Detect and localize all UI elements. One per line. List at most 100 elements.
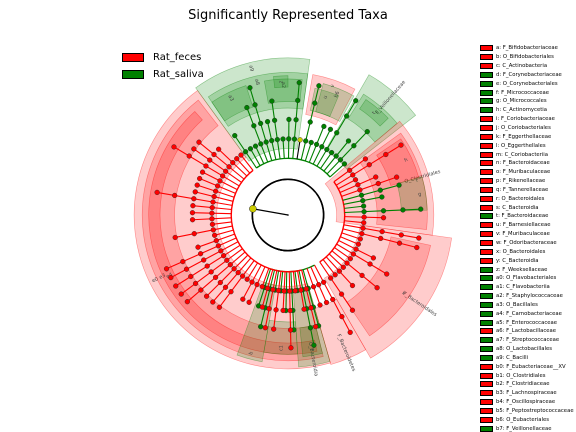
tree-node (228, 289, 234, 295)
tree-node (180, 258, 186, 265)
tree-node (357, 236, 363, 242)
tree-branch (255, 145, 265, 164)
tree-branch (271, 101, 281, 159)
tree-node (329, 149, 335, 156)
center-dot (287, 214, 289, 216)
root-node (249, 205, 257, 213)
tree-node (209, 221, 216, 227)
tree-node (287, 307, 293, 314)
tree-node (209, 216, 215, 222)
tree-node (396, 182, 402, 188)
taxon-key-swatch (480, 231, 493, 238)
taxon-key-b3: b3: F_Lachnospiraceae (480, 389, 576, 398)
clade-sector-a3 (211, 85, 254, 122)
tree-node (247, 146, 254, 152)
taxon-key-b1: b1: O_Clostridiales (480, 371, 576, 380)
taxon-key-label: y: C_Bacteroidia (496, 257, 539, 264)
tree-node (217, 279, 223, 286)
taxon-key-g: g: O_Micrococcales (480, 97, 576, 106)
tree-node (339, 314, 345, 320)
tree-node (251, 123, 257, 129)
tree-node (222, 284, 229, 290)
tree-node (324, 146, 330, 153)
tree-node (210, 227, 216, 233)
tree-node (367, 261, 373, 267)
tree-node (264, 285, 271, 291)
tree-node (312, 100, 318, 106)
tree-node (204, 263, 210, 269)
tree-node (246, 299, 252, 305)
tree-node (317, 302, 323, 308)
clade-sector-h (376, 138, 420, 186)
tree-node (334, 130, 340, 136)
taxon-key-k: k: F_Eggerthellaceae (480, 132, 576, 141)
tree-branch (280, 271, 284, 291)
tree-node (280, 136, 286, 142)
taxon-key-label: z: F_Weeksellaceae (496, 266, 548, 273)
tree-node (286, 136, 292, 142)
clade-sector-a8 (207, 72, 309, 127)
clade-sector-i (359, 132, 428, 230)
taxon-key-label: a0: O_Flavobacteriales (496, 275, 557, 282)
taxon-key-l: l: O_Eggerthellales (480, 141, 576, 150)
tree-branch (322, 259, 336, 276)
tree-node (394, 174, 400, 180)
figure-title: Significantly Represented Taxa (188, 8, 388, 23)
tree-node (221, 253, 227, 259)
tree-node (210, 299, 216, 305)
tree-node (154, 189, 160, 196)
tree-node (208, 269, 214, 275)
tree-node (364, 129, 370, 135)
taxon-key-swatch (480, 169, 493, 176)
tree-node (272, 117, 278, 123)
tree-node (201, 257, 207, 263)
taxon-key-label: b1: O_Clostridiales (496, 372, 546, 379)
tree-node (197, 175, 203, 182)
taxon-key-swatch (480, 319, 493, 326)
tree-node (311, 342, 317, 348)
taxon-key-swatch (480, 142, 493, 149)
clade-label-b6: b6 (333, 91, 341, 99)
tree-node (252, 102, 258, 108)
taxon-key-swatch (480, 151, 493, 158)
tree-node (218, 248, 224, 254)
tree-node (307, 325, 314, 331)
tree-node (373, 174, 379, 180)
taxon-key-r: r: O_Bacteroidales (480, 194, 576, 203)
tree-branch (290, 271, 295, 330)
tree-node (384, 271, 390, 277)
tree-branch (334, 247, 351, 260)
taxon-key-a6: a6: F_Lactobacillaceae (480, 327, 576, 336)
tree-node (184, 299, 190, 305)
taxon-key-s: s: C_Bacteroidia (480, 203, 576, 212)
tree-node (234, 156, 240, 162)
taxon-key-w: w: F_Odoribacteraceae (480, 239, 576, 248)
taxon-key-swatch (480, 363, 493, 370)
tree-node (350, 172, 356, 178)
taxon-key-label: b7: F_Veillonellaceae (496, 425, 552, 432)
clade-sector-F_Bacteroidales (324, 224, 452, 359)
clade-sector-e3 (141, 99, 324, 362)
taxon-key-swatch (480, 301, 493, 308)
taxon-key-swatch (480, 107, 493, 114)
taxon-key-label: w: F_Odoribacteraceae (496, 239, 557, 246)
taxon-key-label: a: F_Bifidobacteriaceae (496, 45, 558, 52)
tree-node (347, 167, 353, 173)
tree-node (273, 307, 279, 313)
tree-node (321, 279, 327, 285)
tree-node (336, 268, 342, 274)
tree-node (242, 149, 249, 155)
taxon-key-label: a8: O_Lactobacillales (496, 346, 553, 353)
legend-label: Rat_feces (153, 52, 202, 63)
tree-node (295, 97, 301, 103)
tree-node (338, 291, 345, 297)
tree-node (301, 306, 307, 312)
tree-branch (301, 269, 317, 327)
tree-branch (336, 243, 388, 275)
taxon-key-a9: a9: C_Bacilli (480, 354, 576, 363)
tree-node (332, 272, 338, 278)
tree-node (190, 203, 196, 209)
tree-node (281, 288, 287, 294)
tree-node (238, 152, 244, 158)
